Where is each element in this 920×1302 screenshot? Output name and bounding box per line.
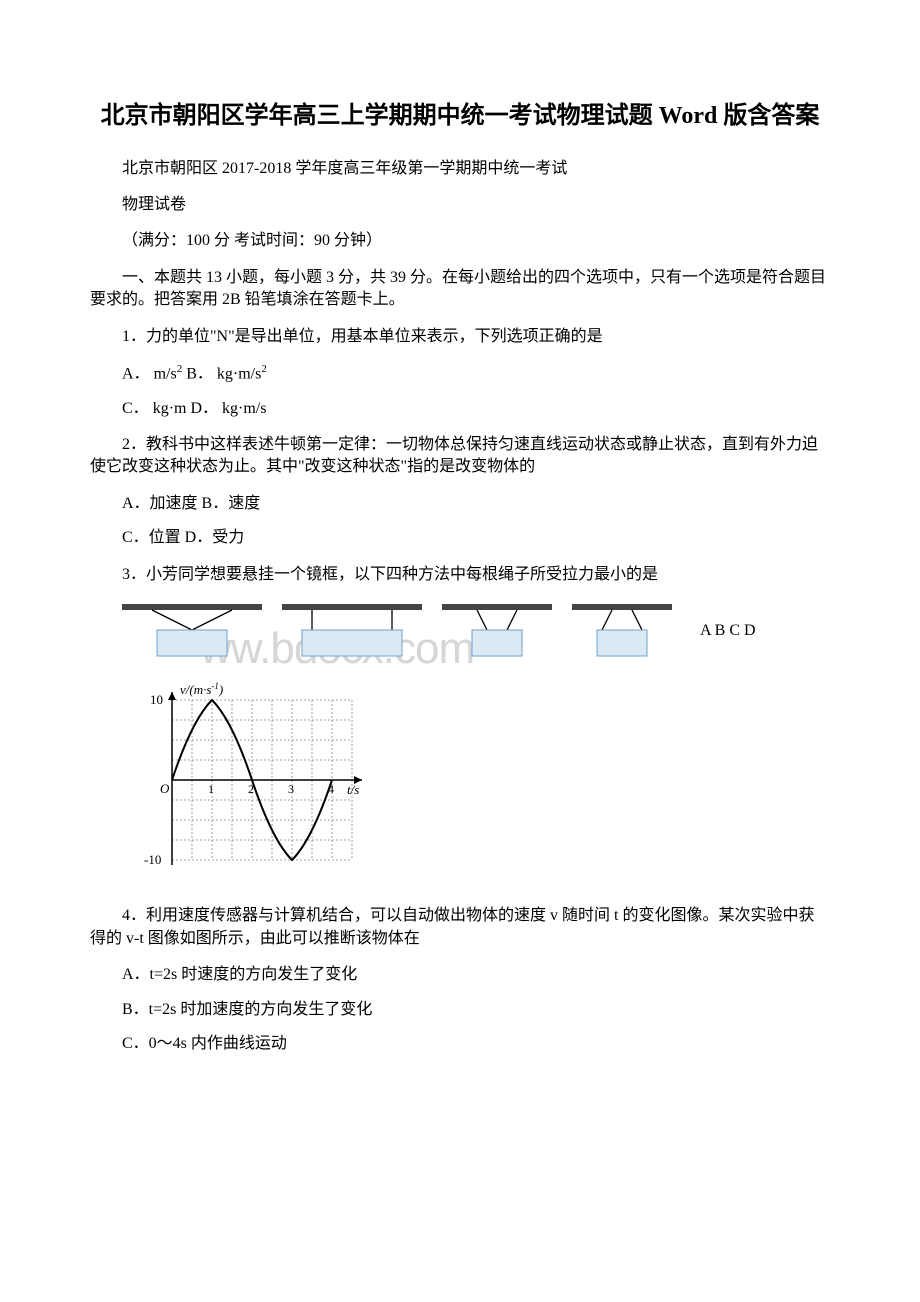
q3-abcd-labels: A B C D (700, 620, 756, 642)
q1-options-ab: A． m/s2 B． kg·m/s2 (90, 362, 830, 386)
svg-text:3: 3 (288, 782, 294, 796)
q3-diagram-c (442, 600, 552, 662)
hanging-diagram-d (572, 600, 672, 662)
page-title: 北京市朝阳区学年高三上学期期中统一考试物理试题 Word 版含答案 (90, 100, 830, 134)
q1-d-unit: kg·m/s (222, 400, 266, 417)
q3-diagrams: A B C D (122, 600, 830, 662)
q3-diagram-b (282, 600, 422, 662)
q4-stem: 4．利用速度传感器与计算机结合，可以自动做出物体的速度 v 随时间 t 的变化图… (90, 905, 830, 950)
svg-text:2: 2 (248, 782, 254, 796)
q4-option-b: B．t=2s 时加速度的方向发生了变化 (90, 999, 830, 1021)
q4-option-c: C．0～4s 内作曲线运动 (90, 1033, 830, 1055)
q3-diagram-d (572, 600, 672, 662)
q1-a-exp: 2 (177, 363, 183, 375)
document-content: 北京市朝阳区学年高三上学期期中统一考试物理试题 Word 版含答案 北京市朝阳区… (90, 100, 830, 1055)
section-heading: 一、本题共 13 小题，每小题 3 分，共 39 分。在每小题给出的四个选项中，… (90, 267, 830, 312)
hanging-diagram-c (442, 600, 552, 662)
subtitle: 北京市朝阳区 2017-2018 学年度高三年级第一学期期中统一考试 (90, 158, 830, 180)
exam-info: （满分：100 分 考试时间：90 分钟） (90, 230, 830, 252)
vt-graph: v/(m·s-1) 10 -10 O 1 2 3 4 t/s (122, 680, 830, 887)
q1-stem: 1．力的单位"N"是导出单位，用基本单位来表示，下列选项正确的是 (90, 326, 830, 348)
q1-b-exp: 2 (261, 363, 267, 375)
svg-text:10: 10 (150, 692, 163, 707)
q4-option-a: A．t=2s 时速度的方向发生了变化 (90, 964, 830, 986)
q2-stem: 2．教科书中这样表述牛顿第一定律：一切物体总保持匀速直线运动状态或静止状态，直到… (90, 434, 830, 479)
q1-b-label: B． (186, 365, 213, 382)
q1-options-cd: C． kg·m D． kg·m/s (90, 398, 830, 420)
q1-d-label: D． (190, 400, 218, 417)
q1-a-unit: m/s (154, 365, 177, 382)
q1-a-label: A． (122, 365, 150, 382)
svg-text:4: 4 (328, 782, 334, 796)
svg-text:t/s: t/s (347, 782, 359, 797)
hanging-diagram-a (122, 600, 262, 662)
q1-c-unit: kg·m (153, 400, 187, 417)
svg-text:-10: -10 (144, 852, 161, 867)
svg-text:O: O (160, 781, 170, 796)
q1-c-label: C． (122, 400, 149, 417)
hanging-diagram-b (282, 600, 422, 662)
vt-graph-svg: v/(m·s-1) 10 -10 O 1 2 3 4 t/s (122, 680, 372, 880)
q2-options-ab: A．加速度 B．速度 (90, 493, 830, 515)
q2-options-cd: C．位置 D．受力 (90, 527, 830, 549)
svg-text:v/(m·s-1): v/(m·s-1) (180, 681, 223, 697)
paper-name: 物理试卷 (90, 194, 830, 216)
q3-stem: 3．小芳同学想要悬挂一个镜框，以下四种方法中每根绳子所受拉力最小的是 (90, 564, 830, 586)
q3-diagram-a (122, 600, 262, 662)
svg-text:1: 1 (208, 782, 214, 796)
q1-b-unit: kg·m/s (217, 365, 261, 382)
